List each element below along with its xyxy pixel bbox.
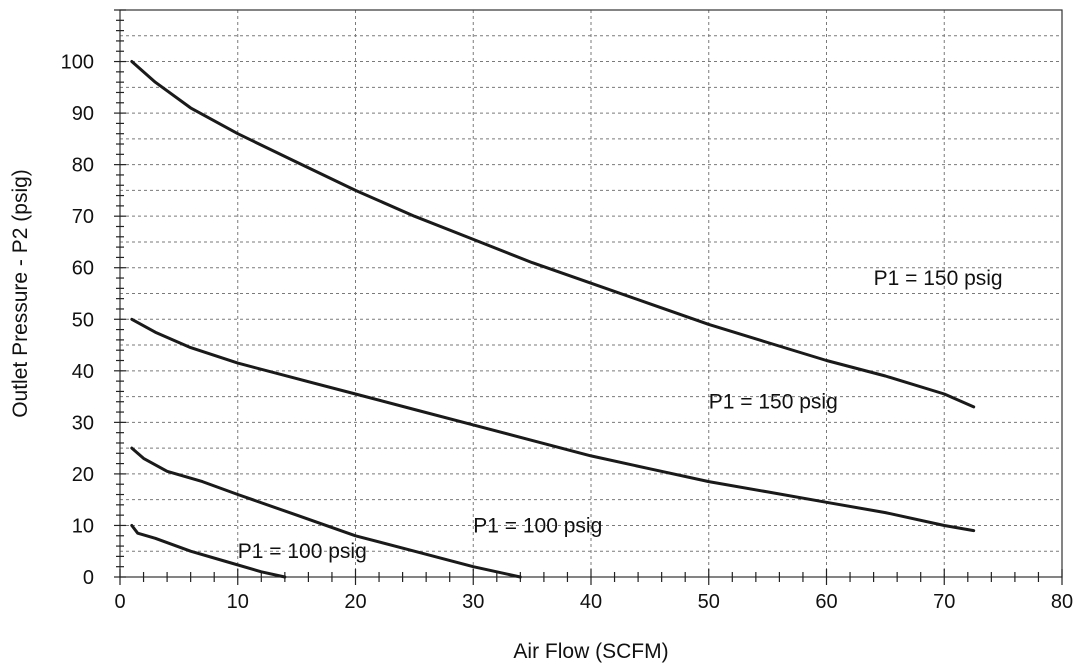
- axis-ticks: [114, 9, 1063, 585]
- y-tick-label: 50: [72, 309, 94, 331]
- series-label: P1 = 150 psig: [874, 267, 1003, 290]
- series-line: [130, 524, 287, 579]
- y-tick-label: 100: [61, 52, 94, 74]
- x-tick-label: 50: [698, 591, 720, 613]
- y-tick-label: 80: [72, 155, 94, 177]
- tick-labels: 0 10 20 30 40 50 60 70 80 0 10 20 30 40 50 60 70 80 90 100: [61, 52, 1074, 613]
- y-axis-label: Outlet Pressure - P2 (psig): [9, 169, 32, 418]
- x-tick-label: 0: [114, 591, 125, 613]
- y-tick-label: 70: [72, 206, 94, 228]
- grid: [120, 9, 1062, 577]
- x-tick-label: 40: [580, 591, 602, 613]
- y-tick-label: 30: [72, 412, 94, 434]
- series-label: P1 = 100 psig: [473, 514, 602, 537]
- x-tick-label: 10: [227, 591, 249, 613]
- series-lines: [130, 60, 976, 579]
- series-line: [130, 317, 976, 533]
- x-axis-label: Air Flow (SCFM): [513, 640, 668, 663]
- x-tick-label: 20: [344, 591, 366, 613]
- y-tick-label: 10: [72, 515, 94, 537]
- x-tick-label: 30: [462, 591, 484, 613]
- y-tick-label: 0: [83, 567, 94, 589]
- x-tick-label: 80: [1051, 591, 1073, 613]
- series-line: [130, 446, 522, 579]
- y-tick-label: 60: [72, 258, 94, 280]
- y-tick-label: 20: [72, 464, 94, 486]
- y-tick-label: 90: [72, 103, 94, 125]
- series-label: P1 = 100 psig: [238, 540, 367, 563]
- x-tick-label: 70: [933, 591, 955, 613]
- series-line: [130, 60, 976, 409]
- y-tick-label: 40: [72, 361, 94, 383]
- series-label: P1 = 150 psig: [709, 391, 838, 414]
- series-labels: P1 = 150 psig P1 = 150 psig P1 = 100 psig P…: [238, 267, 1003, 563]
- x-tick-label: 60: [815, 591, 837, 613]
